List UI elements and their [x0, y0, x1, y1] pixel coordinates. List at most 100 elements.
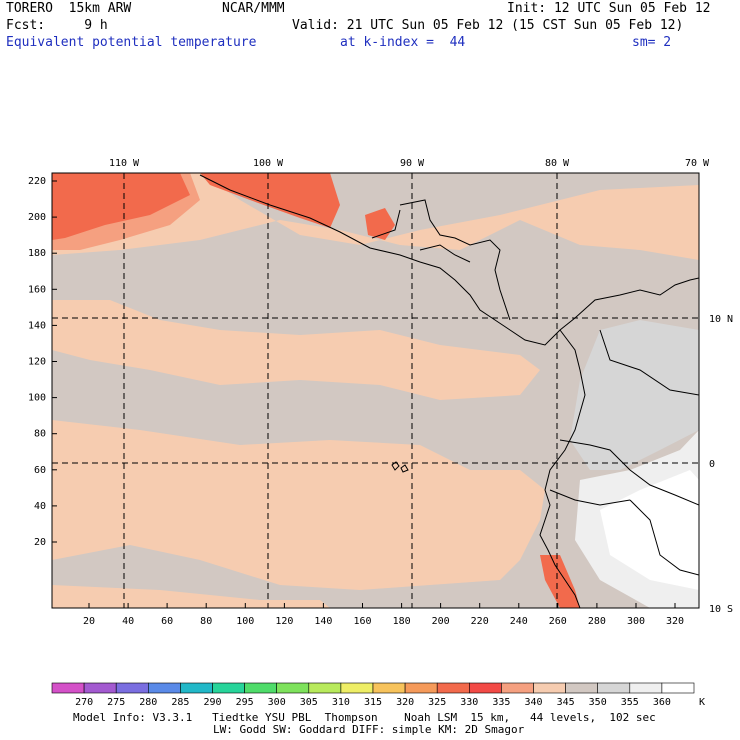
forecast-hour: Fcst: 9 h	[6, 18, 108, 33]
x-tick-label: 140	[314, 616, 332, 627]
y-tick-label: 160	[28, 284, 46, 295]
x-tick-label: 80	[200, 616, 212, 627]
colorbar-label: 280	[139, 697, 157, 708]
border-mexico-guatemala	[371, 209, 401, 239]
x-tick-label: 320	[666, 616, 684, 627]
colorbar-swatch	[436, 682, 470, 694]
colorbar-swatch	[533, 682, 566, 694]
field-name: Equivalent potential temperature	[6, 35, 257, 50]
border-central-america	[419, 244, 471, 263]
lon-label: 90 W	[400, 158, 425, 169]
field-hot-mexico	[200, 173, 340, 228]
y-tick-label: 120	[28, 357, 46, 368]
init-time: Init: 12 UTC Sun 05 Feb 12	[507, 1, 711, 16]
colorbar-label: 355	[621, 697, 639, 708]
colorbar: 270 275 280 285 290 295 300 305 310 315 320 325 330 3…	[51, 682, 695, 708]
border-ecuador-peru	[549, 489, 631, 506]
field-hot-northwest-core	[52, 173, 190, 240]
lat-label: 0	[709, 459, 715, 470]
coastlines	[199, 174, 699, 608]
valid-time: Valid: 21 UTC Sun 05 Feb 12 (15 CST Sun …	[292, 18, 684, 33]
coastline-caribbean	[399, 199, 511, 321]
x-tick-label: 60	[161, 616, 173, 627]
border-colombia-venezuela	[599, 329, 699, 396]
map-frame	[51, 172, 700, 609]
lon-label: 100 W	[253, 158, 284, 169]
colorbar-swatch	[308, 682, 342, 694]
colorbar-label: 310	[332, 697, 350, 708]
level-label: at k-index = 44	[340, 35, 466, 50]
colorbar-swatch	[629, 682, 663, 694]
y-tick-label: 180	[28, 248, 46, 259]
colorbar-label: 305	[300, 697, 318, 708]
colorbar-swatch	[115, 682, 149, 694]
lon-label: 110 W	[109, 158, 140, 169]
border-colombia-ecuador	[559, 439, 699, 506]
colorbar-swatch	[340, 682, 374, 694]
colorbar-swatch	[372, 682, 406, 694]
y-axis-ticks: 220 200 180 160 140 120 100 80 60 40 20	[28, 176, 57, 548]
x-tick-label: 300	[627, 616, 645, 627]
field-hot-peru	[540, 555, 580, 608]
x-tick-label: 240	[510, 616, 528, 627]
colorbar-label: 325	[428, 697, 446, 708]
colorbar-label: 340	[524, 697, 542, 708]
x-tick-label: 260	[549, 616, 567, 627]
y-tick-label: 80	[34, 429, 46, 440]
colorbar-label: 360	[653, 697, 671, 708]
y-tick-label: 60	[34, 465, 46, 476]
colorbar-swatch	[404, 682, 438, 694]
colorbar-swatch	[468, 682, 502, 694]
smoothing-label: sm= 2	[632, 35, 672, 50]
lon-label: 80 W	[545, 158, 570, 169]
colorbar-swatch	[148, 682, 181, 694]
lat-label: 10 S	[709, 604, 733, 615]
field-white-amazon	[600, 470, 699, 590]
x-axis-ticks: 20 40 60 80 100 120 140 160 180 200 220 240 260 280 30…	[83, 603, 684, 627]
y-tick-label: 220	[28, 176, 46, 187]
field-hot-guatemala	[365, 208, 395, 240]
colorbar-label: 270	[75, 697, 93, 708]
x-tick-label: 160	[353, 616, 371, 627]
y-tick-label: 200	[28, 212, 46, 223]
colorbar-label: 335	[492, 697, 510, 708]
field-band-southwest	[52, 585, 330, 608]
model-info-line1: Model Info: V3.3.1 Tiedtke YSU PBL Thomp…	[73, 711, 656, 724]
colorbar-swatch	[501, 682, 534, 694]
colorbar-label: 290	[203, 697, 221, 708]
lon-label: 70 W	[685, 158, 710, 169]
model-title: TORERO 15km ARW	[6, 1, 132, 16]
x-tick-label: 40	[122, 616, 134, 627]
y-tick-label: 40	[34, 501, 46, 512]
lat-labels: 10 N 0 10 S	[709, 314, 733, 615]
field-cool-andes	[570, 320, 699, 470]
colorbar-swatch	[212, 682, 245, 694]
model-info-line2: LW: Godd SW: Goddard DIFF: simple KM: 2D…	[213, 723, 525, 736]
x-tick-label: 180	[393, 616, 411, 627]
colorbar-swatch	[83, 682, 117, 694]
colorbar-swatch	[661, 682, 695, 694]
colorbar-swatch	[244, 682, 278, 694]
colorbar-label: 350	[589, 697, 607, 708]
colorbar-swatch	[597, 682, 631, 694]
organization-label: NCAR/MMM	[222, 1, 285, 16]
x-tick-label: 200	[432, 616, 450, 627]
x-tick-label: 220	[471, 616, 489, 627]
lat-label: 10 N	[709, 314, 733, 325]
x-tick-label: 120	[275, 616, 293, 627]
colorbar-swatch	[51, 682, 85, 694]
field-band-middle	[52, 300, 540, 400]
colorbar-label: 315	[364, 697, 382, 708]
temperature-field	[52, 173, 699, 608]
colorbar-label: 345	[557, 697, 575, 708]
grid-lines	[52, 173, 699, 608]
y-tick-label: 140	[28, 320, 46, 331]
colorbar-label: 320	[396, 697, 414, 708]
colorbar-label: 285	[171, 697, 189, 708]
y-tick-label: 100	[28, 393, 46, 404]
colorbar-swatch	[276, 682, 310, 694]
colorbar-label: 275	[107, 697, 125, 708]
y-tick-label: 20	[34, 537, 46, 548]
coastline-mexico-central-america	[199, 174, 699, 346]
